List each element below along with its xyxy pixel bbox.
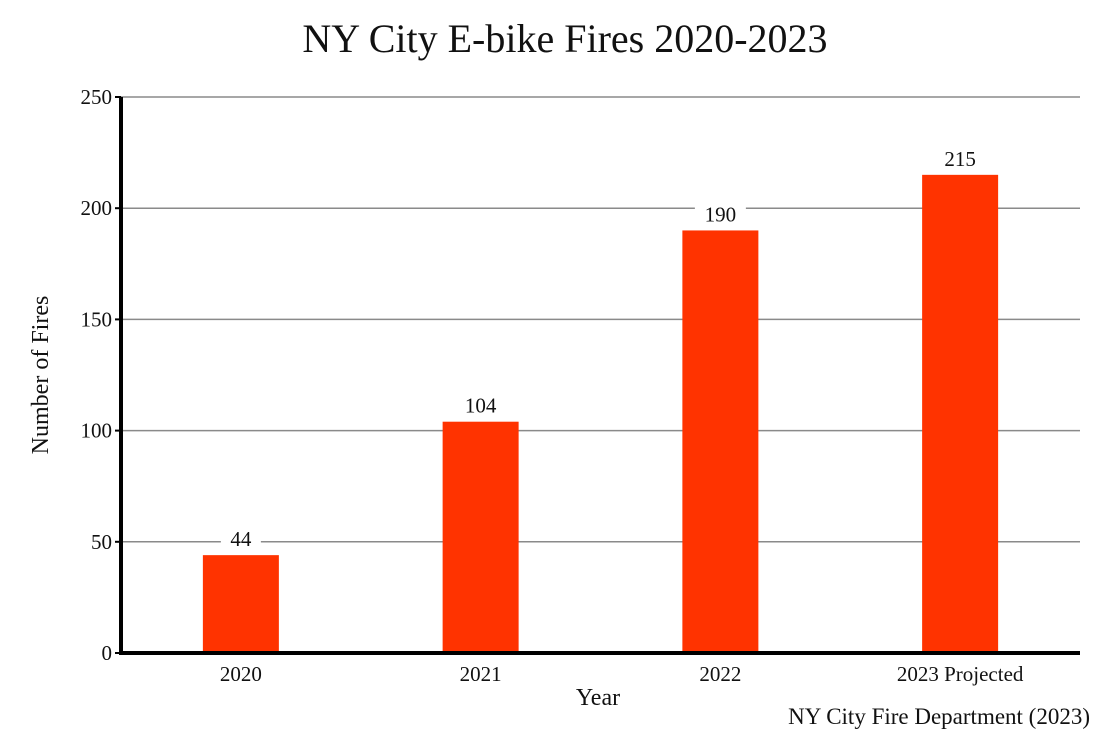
- y-tick-label: 200: [81, 196, 113, 220]
- y-tick-label: 50: [91, 530, 112, 554]
- x-tick-label: 2021: [460, 662, 502, 686]
- x-axis-title: Year: [576, 685, 620, 711]
- bar-value-label: 44: [230, 527, 252, 551]
- y-tick-label: 250: [81, 85, 113, 109]
- y-tick-label: 100: [81, 419, 113, 443]
- y-tick-label: 150: [81, 307, 113, 331]
- bar-label-background: [220, 527, 261, 552]
- x-axis-ticks: 2020 2021 2022 2023 Projected: [220, 662, 1024, 686]
- source-note: NY City Fire Department (2023): [788, 704, 1090, 729]
- bar-label-background: [934, 146, 986, 171]
- bar-label-background: [694, 202, 746, 227]
- x-tick-label: 2020: [220, 662, 262, 686]
- bar-label-background: [455, 393, 507, 418]
- bar: [202, 555, 279, 653]
- gridlines: [121, 96, 1080, 543]
- bar-value-labels: 44 104 190 215: [220, 146, 986, 552]
- bar-value-label: 215: [944, 147, 976, 171]
- bars: [202, 174, 999, 653]
- bar: [682, 230, 759, 653]
- bar: [442, 421, 519, 653]
- x-tick-label: 2023 Projected: [897, 662, 1024, 686]
- y-axis-ticks: 0 50 100 150 200 250: [81, 85, 121, 665]
- y-axis-title: Number of Fires: [28, 296, 54, 455]
- chart-title: NY City E-bike Fires 2020-2023: [302, 16, 827, 61]
- bar-value-label: 104: [465, 394, 497, 418]
- x-tick-label: 2022: [699, 662, 741, 686]
- bar: [922, 174, 999, 653]
- bar-value-label: 190: [705, 202, 737, 226]
- y-tick-label: 0: [102, 641, 113, 665]
